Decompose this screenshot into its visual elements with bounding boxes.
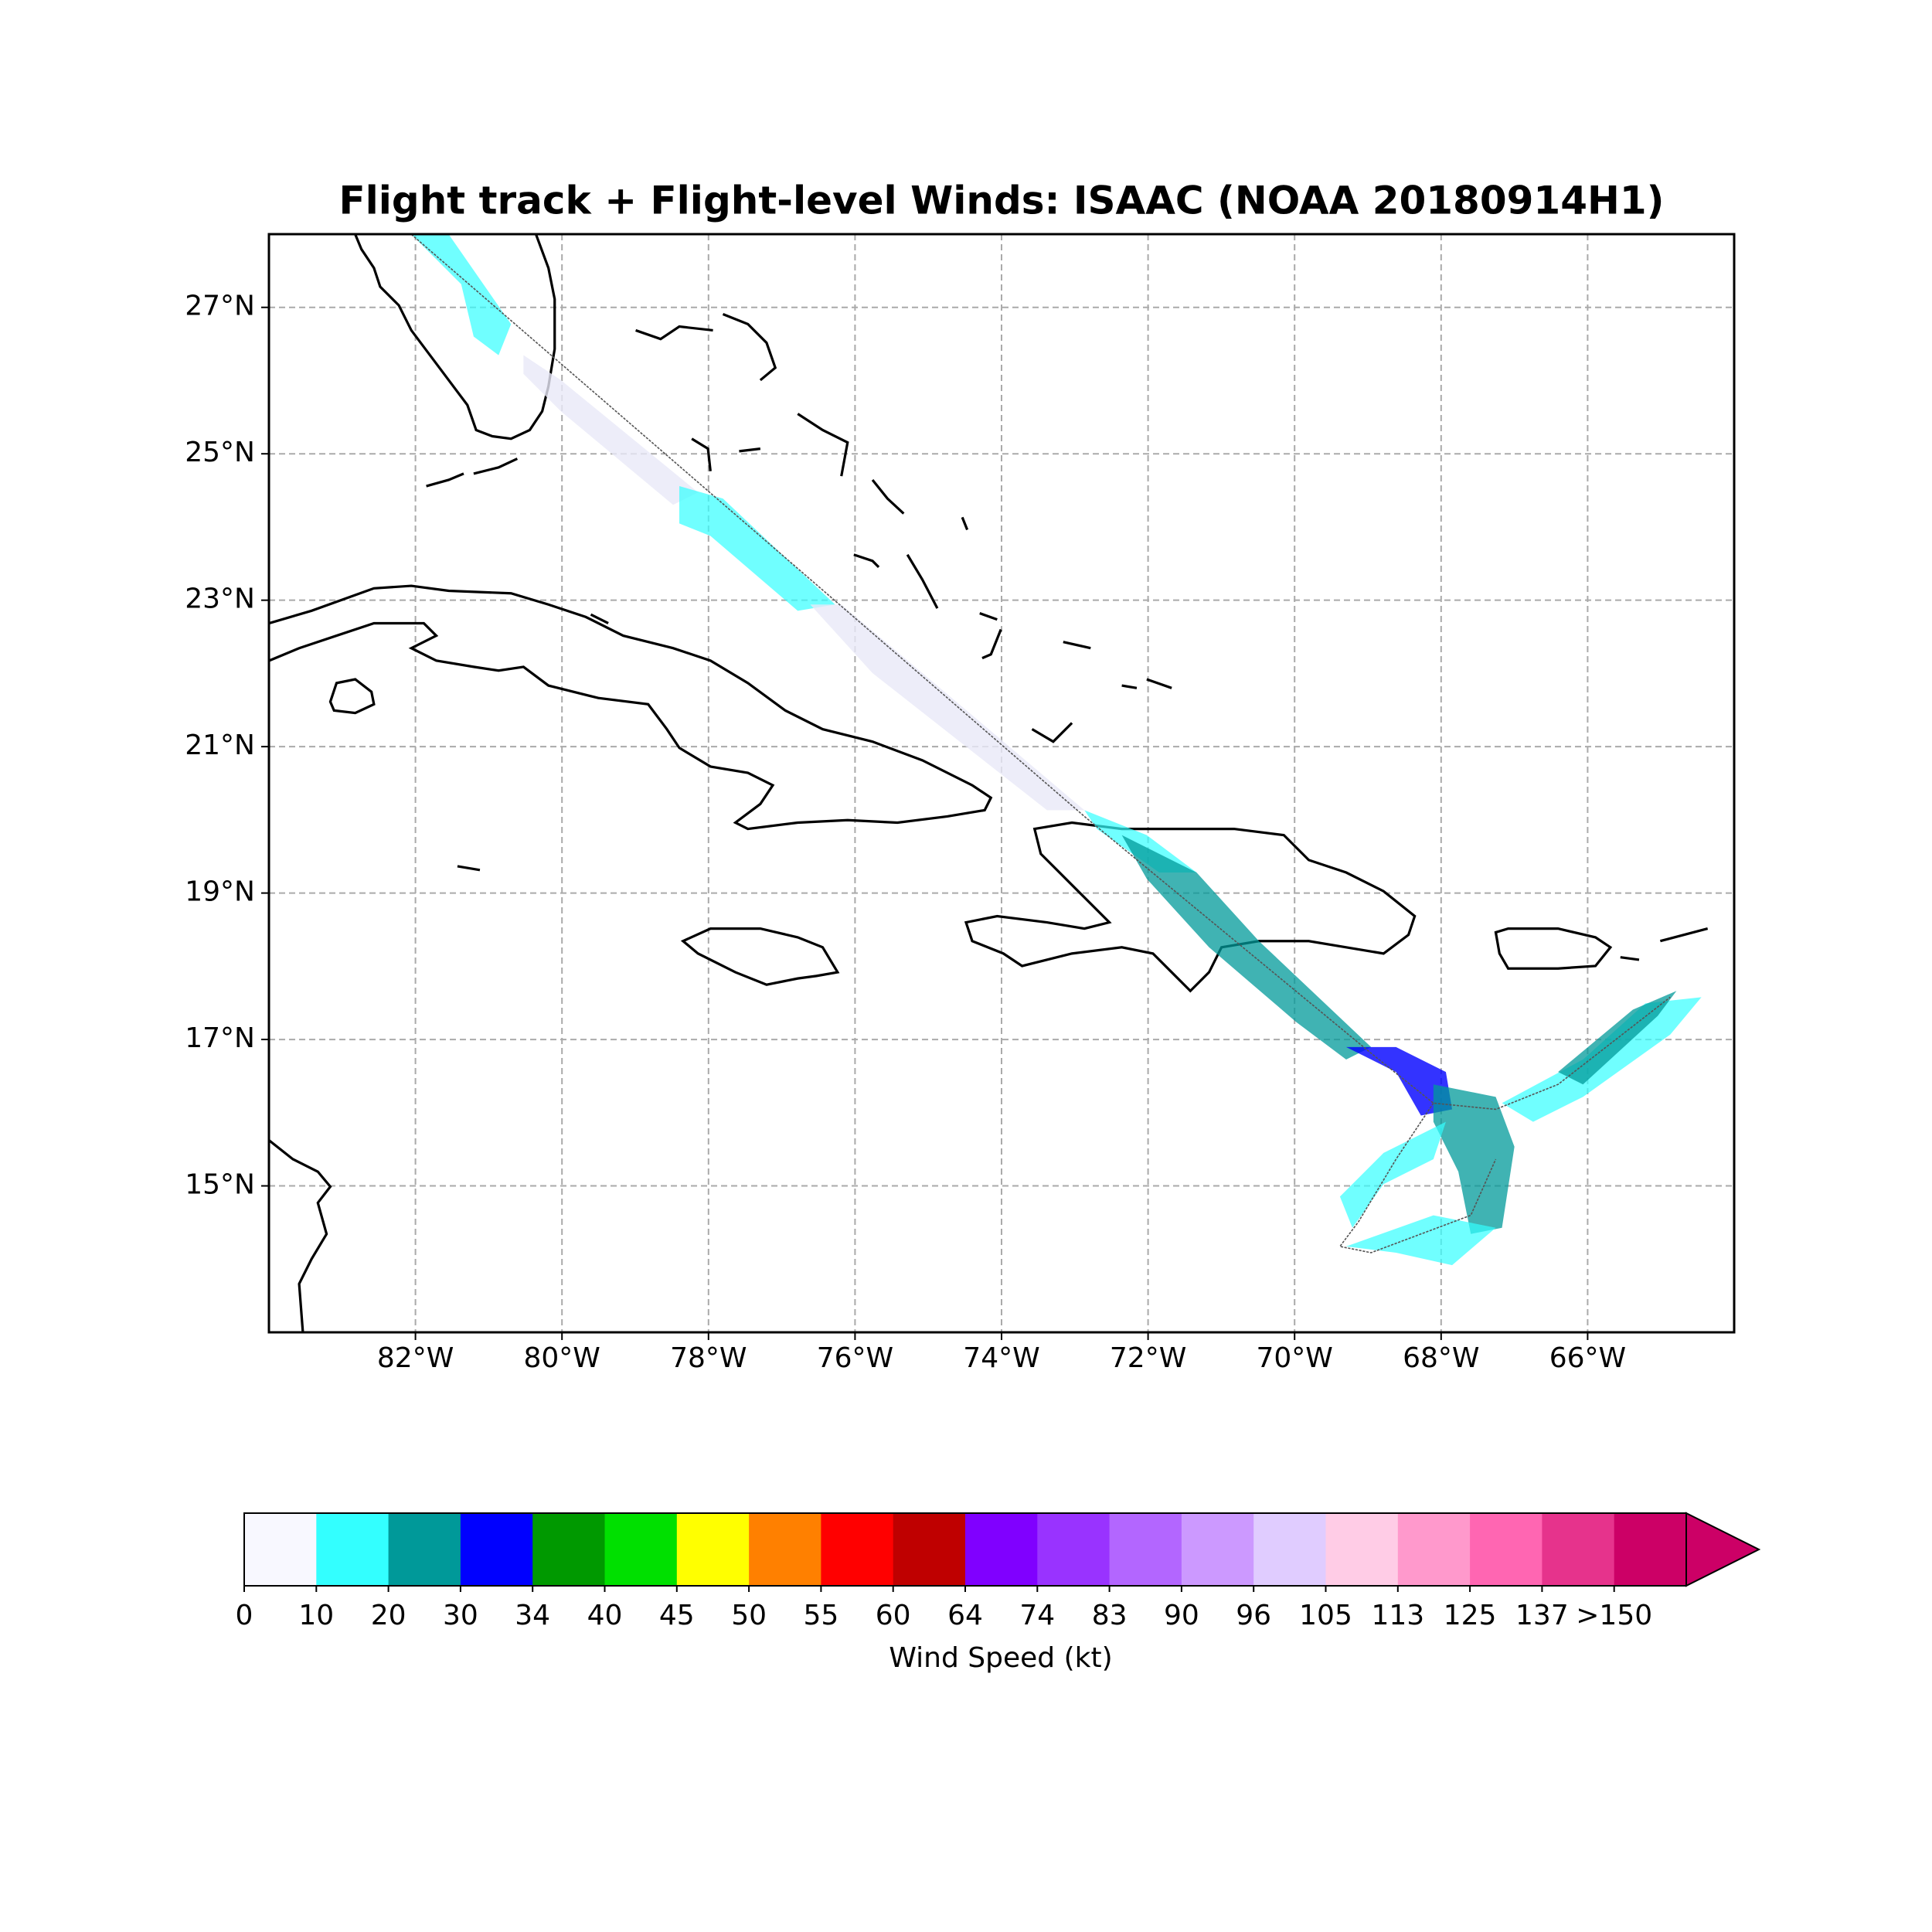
colorbar-segment xyxy=(1470,1513,1543,1586)
colorbar-tick-label: 40 xyxy=(587,1600,623,1631)
x-tick-label: 66°W xyxy=(1549,1342,1626,1374)
colorbar-tick-label: 50 xyxy=(731,1600,767,1631)
y-tick-label: 21°N xyxy=(185,730,255,761)
colorbar-segment xyxy=(965,1513,1038,1586)
x-tick-label: 68°W xyxy=(1403,1342,1479,1374)
grid xyxy=(269,234,1734,1332)
x-tick-label: 82°W xyxy=(377,1342,454,1374)
coastlines xyxy=(269,234,1709,1332)
cuba xyxy=(269,584,993,831)
colorbar-tick-label: 125 xyxy=(1444,1600,1497,1631)
colorbar-segment xyxy=(1109,1513,1182,1586)
puerto-rico xyxy=(1494,927,1613,970)
colorbar-tick-label: 60 xyxy=(876,1600,911,1631)
x-tick-label: 76°W xyxy=(817,1342,893,1374)
wind-swath xyxy=(411,234,512,355)
colorbar-tick-label: 45 xyxy=(659,1600,695,1631)
colorbar-tick-label: 83 xyxy=(1092,1600,1128,1631)
colorbar-tick-label: 74 xyxy=(1019,1600,1055,1631)
colorbar-segment xyxy=(893,1513,966,1586)
colorbar-tick-label: 20 xyxy=(371,1600,406,1631)
colorbar-segment xyxy=(1614,1513,1687,1586)
wind-swath xyxy=(1339,1121,1446,1228)
colorbar-tick-label: 96 xyxy=(1236,1600,1271,1631)
colorbar-segment xyxy=(676,1513,750,1586)
wind-swath xyxy=(1121,835,1372,1060)
colorbar-segment xyxy=(244,1513,317,1586)
x-tick-label: 78°W xyxy=(670,1342,747,1374)
colorbar-segment xyxy=(821,1513,894,1586)
colorbar-segment xyxy=(388,1513,461,1586)
x-tick-label: 72°W xyxy=(1110,1342,1186,1374)
y-tick-label: 17°N xyxy=(185,1022,255,1054)
colorbar-tick-label: 34 xyxy=(515,1600,550,1631)
south-america xyxy=(269,1139,332,1332)
jamaica xyxy=(680,927,840,986)
colorbar-segment xyxy=(1542,1513,1615,1586)
colorbar-segment xyxy=(532,1513,605,1586)
y-tick-label: 23°N xyxy=(185,583,255,615)
wind-swath xyxy=(1433,1084,1515,1234)
colorbar-segment xyxy=(460,1513,533,1586)
colorbar-tick-label: 64 xyxy=(947,1600,983,1631)
y-tick-label: 19°N xyxy=(185,876,255,908)
colorbar-segment xyxy=(316,1513,389,1586)
wind-swath xyxy=(1345,1046,1453,1116)
colorbar-tick-label: 10 xyxy=(298,1600,334,1631)
colorbar-segment xyxy=(1325,1513,1399,1586)
x-tick-label: 80°W xyxy=(523,1342,600,1374)
x-tick-label: 70°W xyxy=(1256,1342,1332,1374)
hispaniola xyxy=(964,821,1417,993)
colorbar-tick-label: 0 xyxy=(236,1600,253,1631)
isle-of-youth xyxy=(328,678,376,715)
colorbar-segment xyxy=(1253,1513,1326,1586)
colorbar-segment xyxy=(1037,1513,1111,1586)
track-line xyxy=(410,234,1671,1253)
x-tick-label: 74°W xyxy=(963,1342,1039,1374)
colorbar: 0 10 20 30 34 40 45 50 55 60 64 74 83 90 96 105 113 125 13… xyxy=(236,1512,1761,1631)
wind-swath xyxy=(523,355,699,505)
y-tick-label: 15°N xyxy=(185,1169,255,1201)
colorbar-segment xyxy=(1397,1513,1471,1586)
colorbar-tick-label: 105 xyxy=(1299,1600,1352,1631)
colorbar-label: Wind Speed (kt) xyxy=(889,1642,1112,1674)
colorbar-tick-label: 137 xyxy=(1515,1600,1569,1631)
colorbar-tick-label: 30 xyxy=(443,1600,478,1631)
florida xyxy=(354,234,556,440)
colorbar-tick-label: >150 xyxy=(1576,1600,1652,1631)
wind-swath xyxy=(679,486,835,611)
colorbar-tick-label: 90 xyxy=(1164,1600,1199,1631)
wind-swath xyxy=(1345,1215,1496,1266)
y-tick-label: 27°N xyxy=(185,291,255,322)
y-tick-label: 25°N xyxy=(185,437,255,468)
colorbar-tick-label: 113 xyxy=(1371,1600,1424,1631)
wind-swath xyxy=(1084,810,1197,873)
colorbar-segment xyxy=(1181,1513,1254,1586)
colorbar-segment xyxy=(749,1513,821,1586)
colorbar-tick-label: 55 xyxy=(803,1600,838,1631)
colorbar-segment xyxy=(604,1513,678,1586)
flight-track xyxy=(410,234,1702,1266)
map-layers xyxy=(269,234,1709,1332)
colorbar-extend xyxy=(1685,1512,1761,1587)
wind-swath xyxy=(810,604,1085,811)
map-title: Flight track + Flight-level Winds: ISAAC… xyxy=(338,179,1664,223)
bahamas xyxy=(426,312,1709,961)
